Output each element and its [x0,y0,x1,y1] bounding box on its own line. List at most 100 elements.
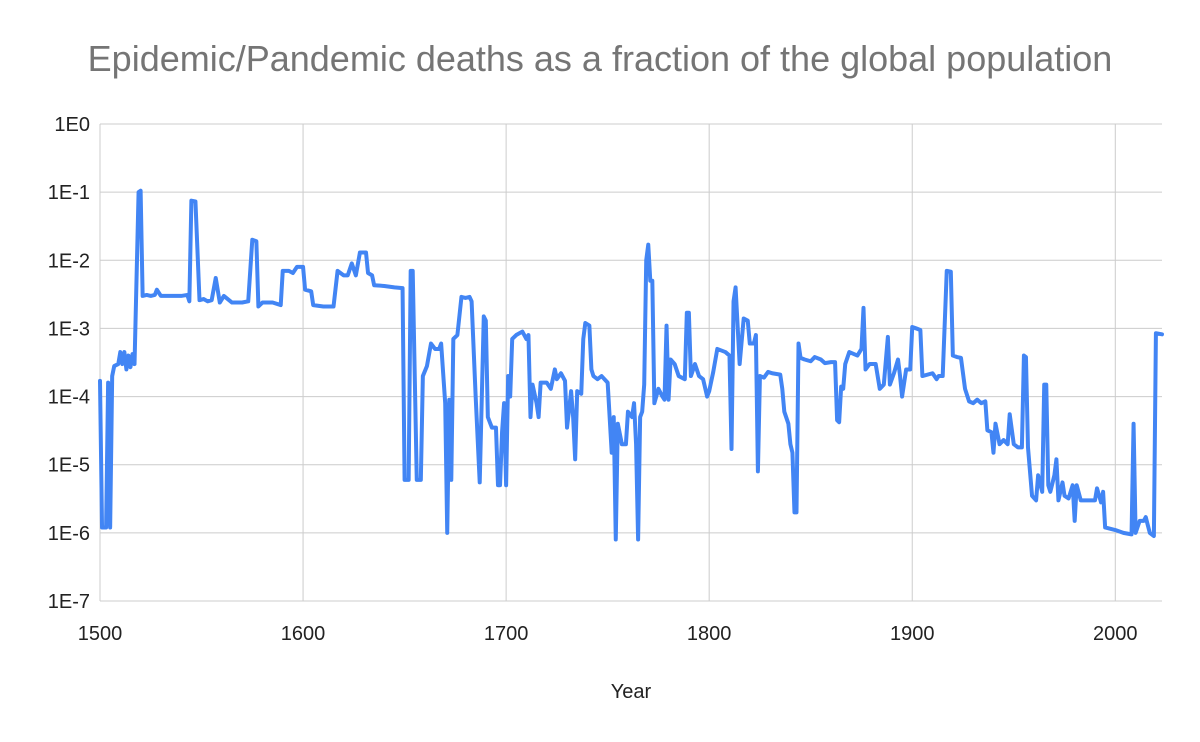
data-point [1148,531,1152,535]
data-point [508,395,512,399]
data-point [332,304,336,308]
data-point [626,410,630,414]
data-point [660,395,664,399]
axis-labels: 1E0 1E-1 1E-2 1E-3 1E-4 1E-5 1E-6 1E-7 1500 1600 1… [48,114,1138,645]
data-point [949,270,953,274]
data-point [563,379,567,383]
data-point [98,379,102,383]
data-point [1054,457,1058,461]
data-point [587,324,591,328]
data-point [358,251,362,255]
data-point [596,377,599,381]
data-point [1121,531,1125,535]
data-point [955,355,959,359]
data-point [482,314,486,318]
data-point [914,326,918,330]
data-point [638,415,642,419]
data-point [1113,528,1117,532]
data-point [506,374,510,378]
data-point [738,362,742,366]
data-point [1103,525,1107,529]
data-point [206,299,210,303]
data-point [354,273,358,277]
data-point [782,410,786,414]
data-point [246,299,250,303]
data-point [797,342,801,346]
data-point [110,374,114,378]
data-point [959,356,963,360]
data-point [189,199,193,203]
data-point [1138,519,1142,523]
data-point [1026,445,1030,449]
data-point [106,381,110,385]
data-point [730,447,734,451]
data-point [287,269,291,273]
data-point [1095,486,1099,490]
data-point [1024,355,1028,359]
data-point [829,360,833,364]
data-point [778,373,782,377]
data-point [644,258,648,262]
data-point [198,298,201,302]
data-point [1034,498,1038,502]
data-point [459,295,463,299]
data-point [841,387,845,391]
data-point [1146,523,1150,527]
y-tick-label: 1E-5 [48,455,90,477]
data-point [433,347,437,351]
data-point [112,364,116,368]
data-point [874,362,878,366]
data-point [945,269,949,273]
data-point [565,426,569,430]
data-point [683,377,687,381]
data-point [1154,331,1158,335]
data-point [886,335,890,339]
data-point [133,362,137,366]
x-tick-label: 1700 [484,623,529,645]
data-point [723,350,727,354]
data-point [967,399,971,403]
data-point [520,330,524,334]
data-point [1073,519,1077,523]
data-point [155,288,159,292]
data-point [1016,445,1020,449]
data-point [780,387,784,391]
y-tick-label: 1E-3 [48,318,90,340]
data-point [104,525,108,529]
y-tick-label: 1E-2 [48,250,90,272]
data-point [159,294,163,298]
data-point [116,362,120,366]
data-point [993,422,997,426]
data-point [1063,494,1067,498]
data-point [711,370,715,374]
data-point [1075,483,1079,487]
data-point [705,395,709,399]
data-point [419,478,423,482]
data-point [809,359,813,363]
data-point [575,389,579,393]
data-point [392,285,396,289]
data-point [1130,532,1134,536]
series-line [98,188,1164,542]
data-point [271,301,275,305]
data-point [218,301,222,305]
data-point [1067,496,1071,500]
data-point [382,284,386,288]
data-point [864,367,868,371]
data-point [727,354,731,358]
data-point [813,355,817,359]
data-point [504,483,508,487]
data-point [989,430,993,434]
data-point [421,374,425,378]
data-point [120,362,124,366]
data-point [366,271,370,275]
data-point [484,319,488,323]
data-point [1160,332,1164,336]
data-point [336,269,340,273]
data-point [634,442,638,446]
data-point [1134,531,1138,535]
data-point [931,371,935,375]
data-point [210,298,214,302]
data-point [415,478,419,482]
data-point [468,295,472,299]
